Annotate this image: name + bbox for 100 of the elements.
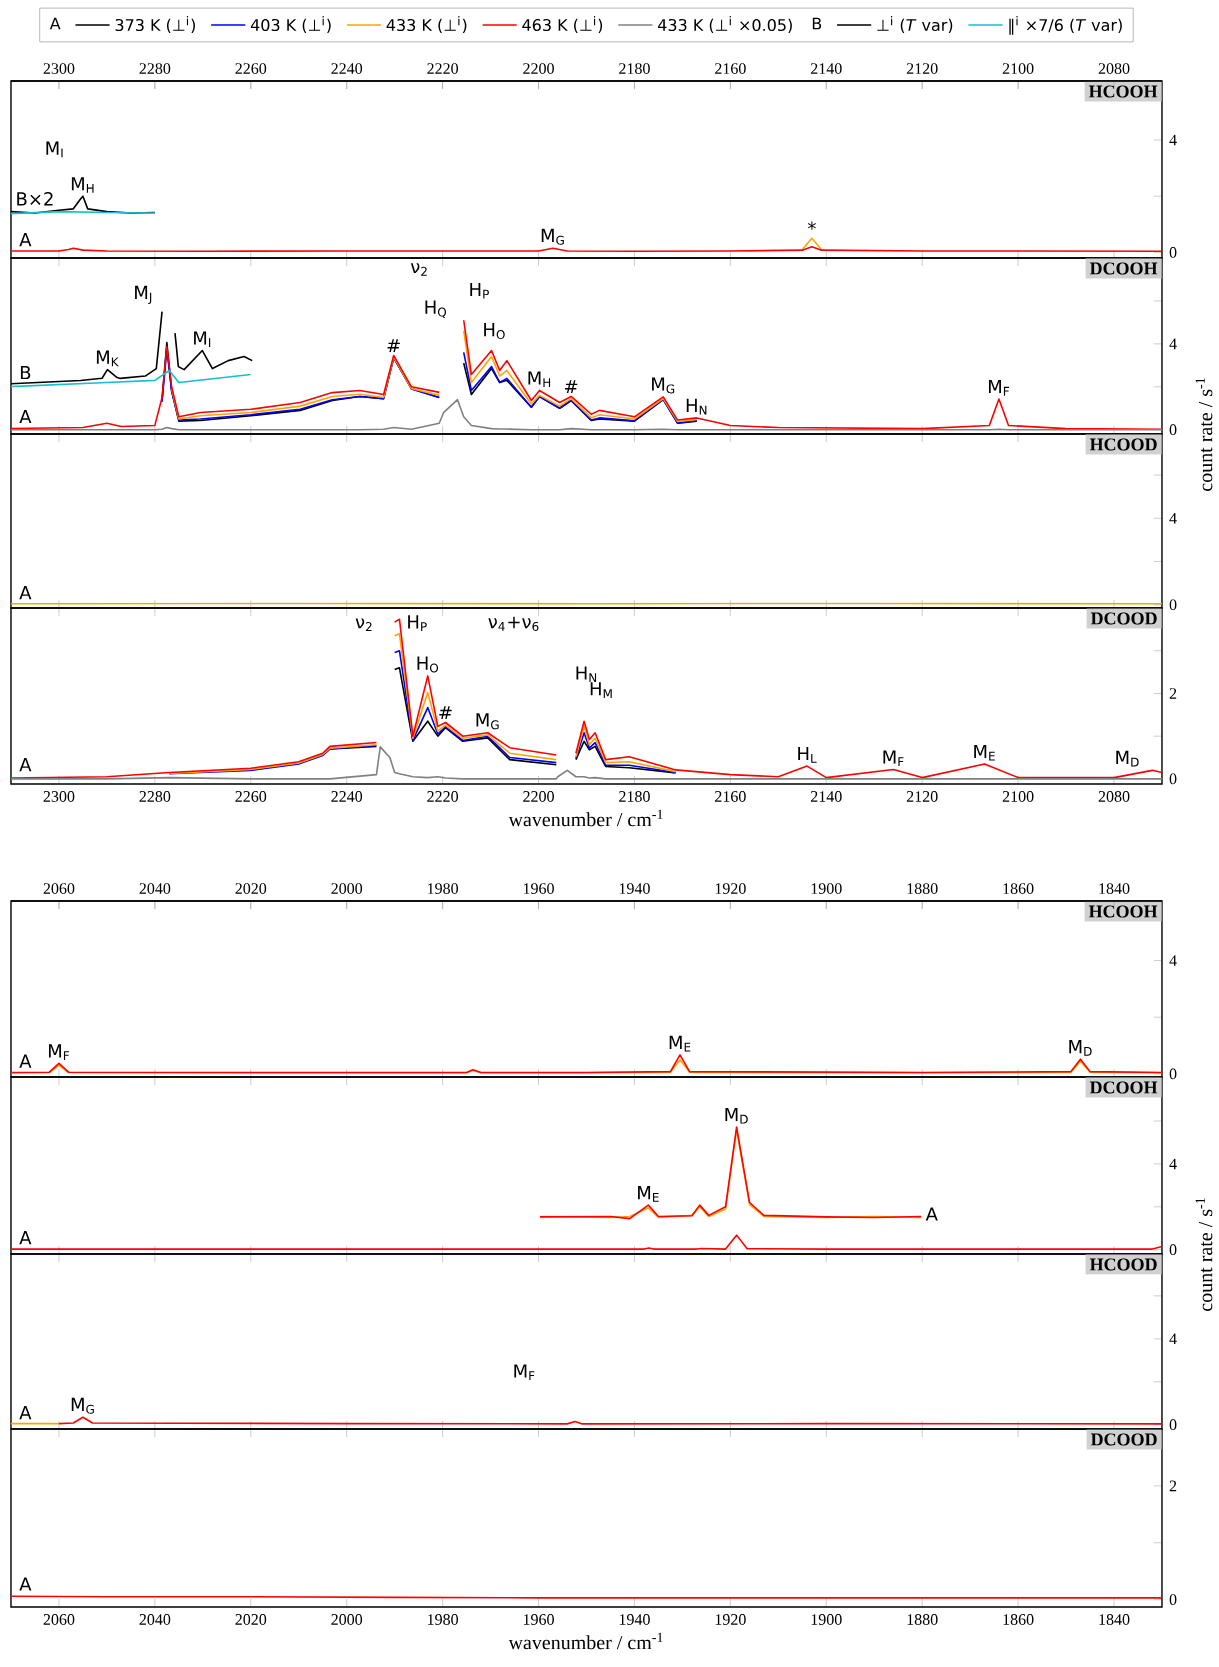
- y-tick-label: 4: [1169, 955, 1177, 966]
- x-tick-label: 2200: [523, 791, 554, 802]
- annotation: A: [19, 233, 32, 247]
- y-tick-label: 0: [1169, 599, 1177, 611]
- x2-tick-label: 1900: [811, 883, 842, 894]
- legend-title: A: [49, 17, 61, 30]
- annotation: A: [19, 1054, 32, 1068]
- annotation: H$_{P}$: [408, 615, 427, 632]
- chart-title: DCOOH: [1089, 1081, 1158, 1094]
- x2-tick-label: 2000: [331, 883, 363, 894]
- x2-tick-label: 1960: [523, 883, 554, 894]
- y-tick-label: 2: [1169, 688, 1177, 699]
- y-tick-label: 4: [1169, 513, 1177, 524]
- legend-label: 373 K (⊥$^{i}$): [115, 16, 195, 33]
- chart-title: DCOOH: [1089, 262, 1158, 275]
- chart-title: DCOOD: [1090, 612, 1157, 625]
- x2-tick-label: 1880: [907, 883, 938, 894]
- x2-tick-label: 2180: [619, 63, 650, 74]
- annotation: ν$_{2}$: [410, 263, 427, 276]
- annotation: M$_{D}$: [1069, 1040, 1092, 1056]
- x-tick-label: 2100: [1002, 791, 1034, 802]
- x-tick-label: 2040: [139, 1614, 171, 1625]
- annotation: M$_{J}$: [135, 285, 152, 304]
- y-tick-label: 0: [1169, 247, 1177, 258]
- annotation: M$_{F}$: [883, 750, 904, 767]
- annotation: H$_{Q}$: [425, 300, 447, 318]
- annotation: M$_{H}$: [528, 371, 551, 388]
- x-tick-label: 2160: [715, 791, 746, 802]
- chart-title: HCOOD: [1089, 1258, 1157, 1271]
- y-tick-label: 4: [1169, 1333, 1177, 1345]
- annotation: M$_{E}$: [669, 1035, 691, 1052]
- x2-tick-label: 2260: [235, 63, 267, 74]
- annotation: B×2: [17, 192, 53, 206]
- annotation: A: [19, 758, 32, 772]
- annotation: M$_{D}$: [1116, 750, 1139, 767]
- annotation: #: [387, 339, 400, 353]
- y-tick-label: 4: [1169, 1158, 1177, 1170]
- annotation: M$_{G}$: [71, 1397, 94, 1414]
- annotation: M$_{E}$: [638, 1186, 659, 1202]
- annotation: M$_{I}$: [46, 141, 63, 158]
- y-tick-label: 0: [1169, 1068, 1177, 1080]
- annotation: H$_{P}$: [470, 282, 489, 299]
- annotation: A: [19, 586, 32, 600]
- annotation: M$_{G}$: [476, 713, 499, 730]
- x-tick-label: 2300: [43, 791, 75, 802]
- x-axis-title: wavenumber / cm$^{-1}$: [508, 1632, 663, 1650]
- x-tick-label: 2020: [235, 1614, 267, 1625]
- annotation: M$_{F}$: [988, 379, 1009, 396]
- annotation: M$_{F}$: [48, 1044, 69, 1061]
- annotation: M$_{I}$: [194, 331, 211, 348]
- y-tick-label: 0: [1169, 1419, 1177, 1431]
- annotation: A: [19, 409, 32, 424]
- x2-tick-label: 2060: [43, 883, 75, 894]
- annotation: M$_{E}$: [974, 744, 995, 761]
- x2-tick-label: 2160: [715, 63, 746, 74]
- x-tick-label: 1880: [907, 1614, 938, 1625]
- x-axis-title: wavenumber / cm$^{-1}$: [508, 809, 663, 827]
- y-tick-label: 0: [1169, 773, 1177, 785]
- chart-title: DCOOD: [1090, 1433, 1157, 1446]
- x-tick-label: 2080: [1098, 791, 1130, 802]
- annotation: H$_{N}$: [686, 398, 707, 415]
- x-tick-label: 1960: [523, 1614, 554, 1625]
- annotation: H$_{L}$: [798, 747, 817, 763]
- chart-title: HCOOH: [1088, 85, 1158, 98]
- x-tick-label: 2220: [427, 791, 459, 802]
- x-tick-label: 2000: [331, 1614, 363, 1625]
- annotation: ν$_{4}$+ν$_{6}$: [488, 616, 539, 631]
- annotation: M$_{G}$: [652, 377, 675, 394]
- x-tick-label: 1900: [811, 1614, 842, 1625]
- annotation: M$_{K}$: [96, 350, 119, 367]
- chart-title: HCOOH: [1088, 905, 1158, 918]
- y-tick-label: 4: [1169, 338, 1177, 350]
- x2-tick-label: 2200: [523, 63, 554, 74]
- x2-tick-label: 2100: [1002, 63, 1034, 74]
- annotation: A: [925, 1207, 938, 1221]
- line-series: [58, 1416, 1162, 1425]
- x-tick-label: 1940: [619, 1614, 650, 1625]
- legend-label: 433 K (⊥$^{i}$ ×0.05): [658, 16, 792, 33]
- x2-tick-label: 1980: [428, 883, 459, 894]
- x-tick-label: 2060: [43, 1614, 75, 1625]
- annotation: A: [19, 1406, 32, 1420]
- x2-tick-label: 1940: [619, 883, 650, 894]
- x-tick-label: 2240: [331, 791, 363, 802]
- legend-label: ⊥$^{i}$ (T var): [877, 16, 953, 33]
- annotation: M$_{D}$: [725, 1107, 748, 1124]
- x2-tick-label: 2280: [139, 63, 171, 74]
- annotation: ν$_{2}$: [355, 618, 372, 632]
- legend-label: 463 K (⊥$^{i}$): [522, 16, 603, 33]
- annotation: #: [439, 706, 452, 720]
- x-tick-label: 2120: [906, 791, 938, 802]
- annotation: H$_{O}$: [417, 656, 439, 673]
- legend-label: 433 K (⊥$^{i}$): [386, 16, 467, 33]
- x2-tick-label: 2040: [139, 883, 171, 894]
- annotation: H$_{M}$: [590, 682, 612, 698]
- x2-tick-label: 1920: [715, 883, 746, 894]
- x-tick-label: 1920: [715, 1614, 746, 1625]
- legend-label: 403 K (⊥$^{i}$): [250, 16, 331, 33]
- y-axis-title: count rate / s$^{-1}$: [1195, 378, 1213, 491]
- x-tick-label: 2180: [619, 791, 650, 802]
- x-tick-label: 1840: [1099, 1614, 1130, 1625]
